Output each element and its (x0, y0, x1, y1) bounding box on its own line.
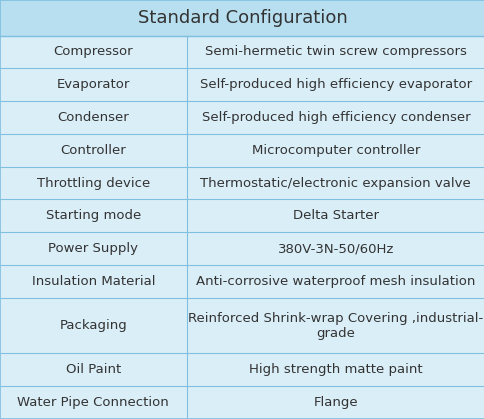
Text: Power Supply: Power Supply (48, 242, 138, 255)
Bar (0, 386, 484, 419)
Bar (0, 0, 484, 36)
Bar (0, 232, 484, 265)
Text: Evaporator: Evaporator (57, 78, 130, 91)
Bar (0, 167, 484, 199)
Text: Anti-corrosive waterproof mesh insulation: Anti-corrosive waterproof mesh insulatio… (196, 275, 475, 288)
Text: Semi-hermetic twin screw compressors: Semi-hermetic twin screw compressors (205, 46, 466, 59)
Text: Throttling device: Throttling device (37, 176, 150, 189)
Text: 380V-3N-50/60Hz: 380V-3N-50/60Hz (277, 242, 393, 255)
Text: Self-produced high efficiency evaporator: Self-produced high efficiency evaporator (199, 78, 471, 91)
Text: Self-produced high efficiency condenser: Self-produced high efficiency condenser (201, 111, 469, 124)
Bar (0, 68, 484, 101)
Text: Oil Paint: Oil Paint (66, 363, 121, 376)
Text: Packaging: Packaging (60, 319, 127, 332)
Text: Delta Starter: Delta Starter (292, 210, 378, 222)
Bar (0, 134, 484, 167)
Text: Insulation Material: Insulation Material (31, 275, 155, 288)
Bar (0, 298, 484, 354)
Text: Standard Configuration: Standard Configuration (137, 9, 347, 27)
Text: Starting mode: Starting mode (45, 210, 141, 222)
Text: Microcomputer controller: Microcomputer controller (251, 144, 419, 157)
Bar (0, 199, 484, 232)
Text: High strength matte paint: High strength matte paint (249, 363, 422, 376)
Bar (0, 101, 484, 134)
Bar (0, 265, 484, 298)
Text: Compressor: Compressor (53, 46, 133, 59)
Bar (0, 36, 484, 68)
Text: Water Pipe Connection: Water Pipe Connection (17, 396, 169, 409)
Text: Flange: Flange (313, 396, 358, 409)
Bar (0, 354, 484, 386)
Text: Controller: Controller (60, 144, 126, 157)
Text: Thermostatic/electronic expansion valve: Thermostatic/electronic expansion valve (200, 176, 470, 189)
Text: Condenser: Condenser (58, 111, 129, 124)
Text: Reinforced Shrink-wrap Covering ,industrial-
grade: Reinforced Shrink-wrap Covering ,industr… (188, 312, 483, 340)
